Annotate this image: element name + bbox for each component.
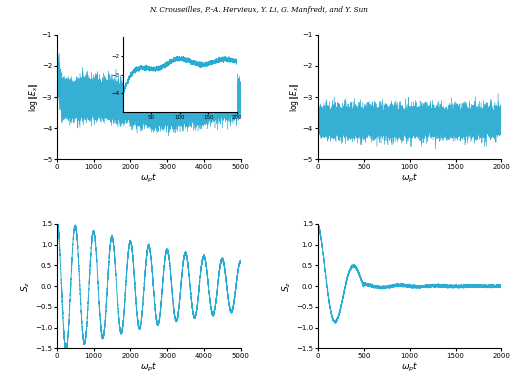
Y-axis label: $\log \| E_x \|$: $\log \| E_x \|$ (288, 82, 301, 112)
X-axis label: $\omega_p t$: $\omega_p t$ (140, 361, 158, 374)
X-axis label: $\omega_p t$: $\omega_p t$ (401, 171, 418, 185)
Text: N. Crouseilles, P.-A. Hervieux, Y. Li, G. Manfredi, and Y. Sun: N. Crouseilles, P.-A. Hervieux, Y. Li, G… (149, 6, 368, 14)
Y-axis label: $S_z$: $S_z$ (281, 281, 293, 292)
X-axis label: $\omega_p t$: $\omega_p t$ (140, 171, 158, 185)
Y-axis label: $\log \| E_x \|$: $\log \| E_x \|$ (27, 82, 40, 112)
Y-axis label: $S_z$: $S_z$ (20, 281, 32, 292)
X-axis label: $\omega_p t$: $\omega_p t$ (401, 361, 418, 374)
